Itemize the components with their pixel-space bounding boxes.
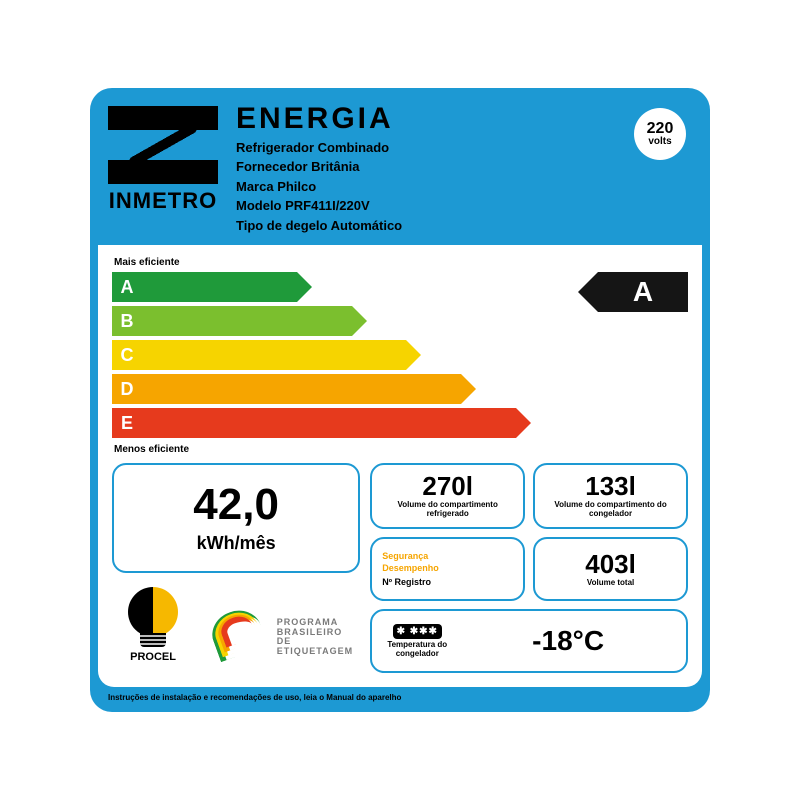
body-panel: Mais eficiente ABCDE A Menos eficiente 4… xyxy=(98,245,702,687)
consumption-value: 42,0 xyxy=(124,483,348,527)
header: INMETRO ENERGIA Refrigerador Combinado F… xyxy=(98,96,702,246)
efficiency-bottom-label: Menos eficiente xyxy=(114,444,688,455)
safety-l2: Desempenho xyxy=(382,563,513,575)
total-volume-value: 403l xyxy=(545,551,676,577)
total-volume-box: 403l Volume total xyxy=(533,537,688,601)
fridge-volume-value: 270l xyxy=(382,473,513,499)
efficiency-row-E: E xyxy=(112,408,568,438)
footer-text: Instruções de instalação e recomendações… xyxy=(98,687,702,704)
efficiency-letter-A: A xyxy=(112,272,142,302)
pbe-logo: PROGRAMA BRASILEIRO DE ETIQUETAGEM xyxy=(212,611,358,663)
total-volume-desc: Volume total xyxy=(545,579,676,588)
header-line-2: Marca Philco xyxy=(236,177,692,197)
procel-text: PROCEL xyxy=(130,651,176,663)
energy-label: INMETRO ENERGIA Refrigerador Combinado F… xyxy=(90,88,710,712)
efficiency-top-label: Mais eficiente xyxy=(114,257,688,268)
inmetro-block: INMETRO xyxy=(108,106,218,214)
freezer-volume-box: 133l Volume do compartimento do congelad… xyxy=(533,463,688,529)
efficiency-row-D: D xyxy=(112,374,568,404)
logos-row: PROCEL PROGRAMA BRASILEIRO DE ETIQUETAGE… xyxy=(112,581,360,663)
freezer-volume-value: 133l xyxy=(545,473,676,499)
header-info: ENERGIA Refrigerador Combinado Fornecedo… xyxy=(236,102,692,236)
header-line-3: Modelo PRF411I/220V xyxy=(236,196,692,216)
temp-left: ✱ ✱✱✱ Temperatura do congelador xyxy=(382,624,452,659)
consumption-box: 42,0 kWh/mês xyxy=(112,463,360,573)
safety-box: Segurança Desempenho Nº Registro xyxy=(370,537,525,601)
procel-logo: PROCEL xyxy=(114,587,192,663)
pbe-swirl-icon xyxy=(212,611,271,663)
header-line-1: Fornecedor Britânia xyxy=(236,157,692,177)
voltage-badge: 220 volts xyxy=(634,108,686,160)
rating-letter: A xyxy=(633,276,653,308)
fridge-volume-box: 270l Volume do compartimento refrigerado xyxy=(370,463,525,529)
efficiency-bar-A xyxy=(142,272,297,302)
freezer-volume-desc: Volume do compartimento do congelador xyxy=(545,501,676,519)
bulb-icon xyxy=(128,587,178,637)
snowflake-badge-icon: ✱ ✱✱✱ xyxy=(393,624,442,639)
efficiency-letter-E: E xyxy=(112,408,142,438)
efficiency-chart-wrap: ABCDE A xyxy=(112,272,688,438)
efficiency-letter-C: C xyxy=(112,340,142,370)
safety-reg: Nº Registro xyxy=(382,577,513,587)
efficiency-letter-B: B xyxy=(112,306,142,336)
specs-right: 270l Volume do compartimento refrigerado… xyxy=(370,463,688,673)
consumption-unit: kWh/mês xyxy=(124,533,348,554)
temperature-box: ✱ ✱✱✱ Temperatura do congelador -18°C xyxy=(370,609,688,673)
inmetro-logo-icon xyxy=(108,106,218,184)
pbe-line-2: BRASILEIRO DE xyxy=(277,628,359,648)
efficiency-row-C: C xyxy=(112,340,568,370)
efficiency-bar-E xyxy=(142,408,516,438)
header-title: ENERGIA xyxy=(236,102,692,136)
efficiency-bar-B xyxy=(142,306,352,336)
efficiency-row-B: B xyxy=(112,306,568,336)
fridge-volume-desc: Volume do compartimento refrigerado xyxy=(382,501,513,519)
temp-desc: Temperatura do congelador xyxy=(382,641,452,659)
header-line-0: Refrigerador Combinado xyxy=(236,138,692,158)
safety-l1: Segurança xyxy=(382,551,513,563)
header-line-4: Tipo de degelo Automático xyxy=(236,216,692,236)
efficiency-bar-C xyxy=(142,340,406,370)
efficiency-row-A: A xyxy=(112,272,568,302)
pbe-text: PROGRAMA BRASILEIRO DE ETIQUETAGEM xyxy=(277,618,359,658)
rating-badge: A xyxy=(598,272,688,312)
temp-value: -18°C xyxy=(460,625,676,657)
efficiency-letter-D: D xyxy=(112,374,142,404)
inmetro-text: INMETRO xyxy=(109,188,217,214)
specs-left: 42,0 kWh/mês PROCEL PROGRAMA BRASILEIRO … xyxy=(112,463,360,673)
specs: 42,0 kWh/mês PROCEL PROGRAMA BRASILEIRO … xyxy=(112,463,688,673)
efficiency-bar-D xyxy=(142,374,461,404)
voltage-unit: volts xyxy=(648,136,671,147)
pbe-line-3: ETIQUETAGEM xyxy=(277,647,359,657)
